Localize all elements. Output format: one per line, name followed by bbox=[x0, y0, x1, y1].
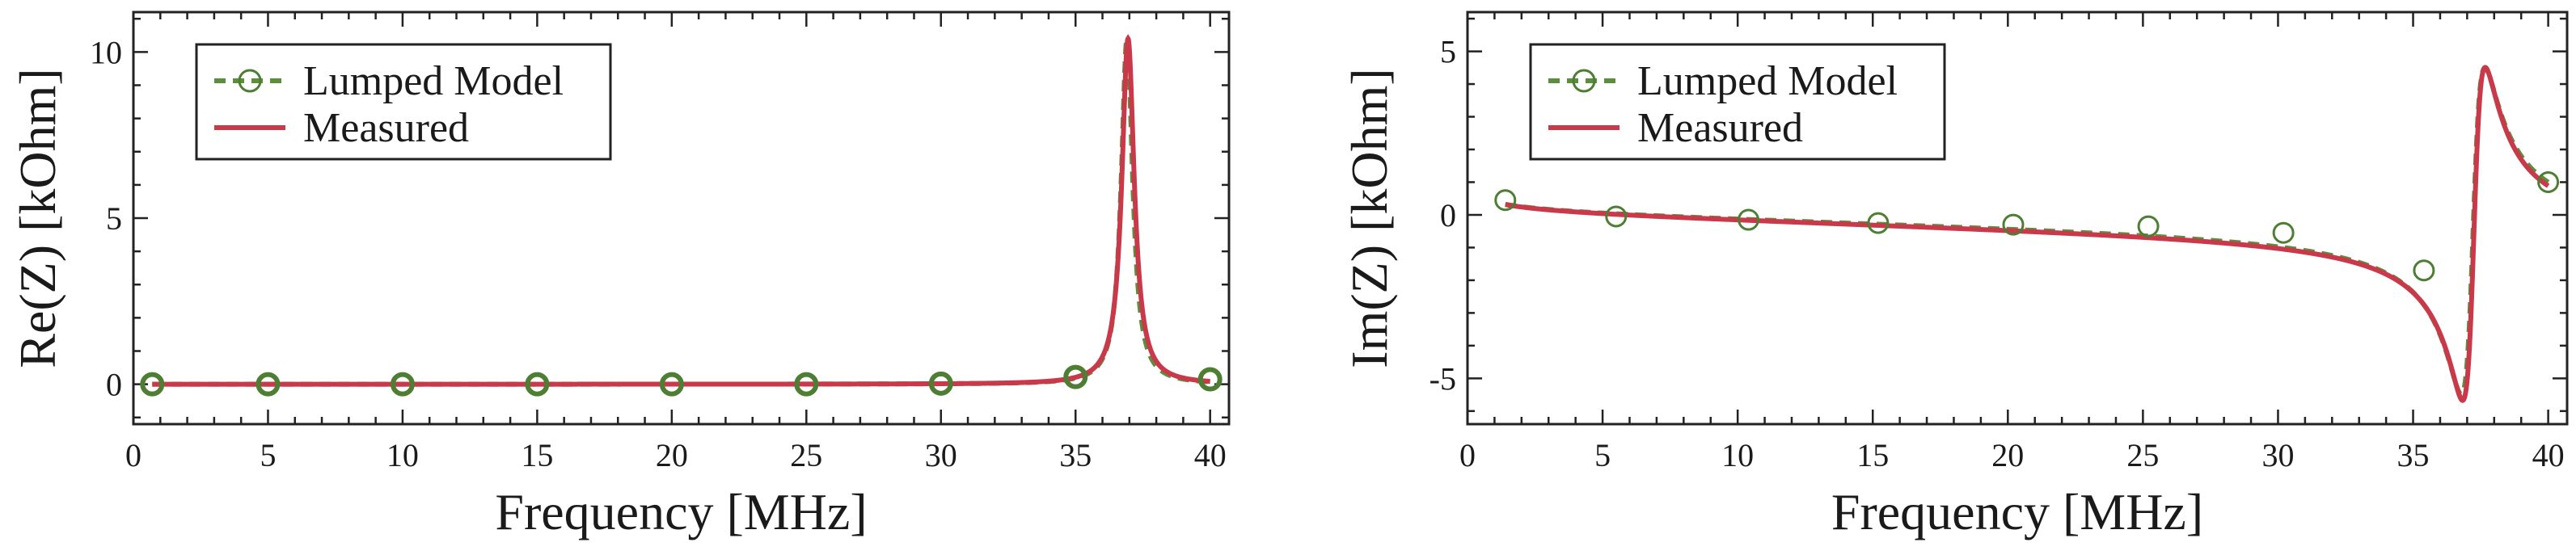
data-point-lumped-model bbox=[1494, 189, 1517, 212]
data-point-lumped-model bbox=[659, 372, 684, 397]
chart-panel-2: 0 5 10 15 20 25 30 35 40 5 0 -5 Frequency [MHz] Im(Z)… bbox=[1341, 11, 2569, 540]
y-tick-label: 0 bbox=[1440, 197, 1456, 233]
x-tick-label: 40 bbox=[2532, 437, 2565, 473]
x-tick-label: 15 bbox=[521, 437, 553, 473]
data-point-lumped-model bbox=[255, 372, 281, 397]
data-point-lumped-model bbox=[794, 372, 819, 397]
data-point-lumped-model bbox=[1738, 208, 1760, 231]
data-point-lumped-model bbox=[140, 372, 165, 397]
legend-label-lumped-model: Lumped Model bbox=[1637, 58, 1898, 104]
x-tick-label: 10 bbox=[1721, 437, 1754, 473]
plot-area bbox=[1494, 65, 2560, 403]
x-axis-label: Frequency [MHz] bbox=[495, 483, 867, 540]
data-point-lumped-model bbox=[2002, 213, 2025, 236]
x-tick-label: 40 bbox=[1194, 437, 1227, 473]
y-tick-label: 0 bbox=[106, 367, 122, 403]
x-tick-label: 0 bbox=[1459, 437, 1476, 473]
chart-panel-1: 0 5 10 15 20 25 30 35 40 0 5 10 Frequency [MHz] Re(Z)… bbox=[9, 11, 1231, 540]
x-tick-label: 5 bbox=[260, 437, 276, 473]
legend-label-lumped-model: Lumped Model bbox=[303, 58, 564, 104]
y-tick-label: 10 bbox=[90, 34, 122, 70]
plot-frame bbox=[1466, 11, 2569, 426]
series-line-measured bbox=[1505, 65, 2550, 403]
data-point-lumped-model bbox=[1605, 205, 1628, 228]
data-point-lumped-model bbox=[1063, 364, 1088, 389]
x-tick-label: 10 bbox=[386, 437, 419, 473]
legend-label-measured: Measured bbox=[1637, 105, 1803, 151]
x-tick-label: 20 bbox=[1991, 437, 2024, 473]
data-point-lumped-model bbox=[1197, 367, 1223, 392]
plot-area bbox=[140, 33, 1223, 397]
data-point-lumped-model bbox=[2537, 170, 2560, 193]
y-axis-label: Im(Z) [kOhm] bbox=[1341, 68, 1398, 368]
x-axis-label: Frequency [MHz] bbox=[1831, 483, 2203, 540]
x-tick-label: 0 bbox=[125, 437, 141, 473]
y-tick-label: 5 bbox=[1440, 34, 1456, 70]
x-tick-label: 15 bbox=[1856, 437, 1889, 473]
x-tick-label: 25 bbox=[790, 437, 822, 473]
legend-marker-lumped-model bbox=[1572, 69, 1596, 93]
legend-box bbox=[1529, 43, 1946, 161]
y-axis-label: Re(Z) [kOhm] bbox=[9, 68, 66, 368]
x-tick-label: 20 bbox=[656, 437, 688, 473]
y-tick-label: -5 bbox=[1429, 360, 1456, 397]
data-point-lumped-model bbox=[1867, 212, 1890, 234]
y-tick-label: 5 bbox=[106, 200, 122, 237]
x-tick-label: 35 bbox=[1059, 437, 1092, 473]
x-tick-label: 5 bbox=[1594, 437, 1611, 473]
legend-label-measured: Measured bbox=[303, 105, 469, 151]
legend-marker-lumped-model bbox=[238, 69, 262, 93]
data-point-lumped-model bbox=[390, 372, 415, 397]
x-tick-label: 25 bbox=[2126, 437, 2159, 473]
x-tick-label: 35 bbox=[2397, 437, 2430, 473]
data-point-lumped-model bbox=[928, 371, 953, 396]
x-tick-label: 30 bbox=[2261, 437, 2294, 473]
legend-box bbox=[195, 43, 612, 161]
x-tick-label: 30 bbox=[925, 437, 957, 473]
data-point-lumped-model bbox=[2413, 259, 2435, 282]
data-point-lumped-model bbox=[525, 372, 550, 397]
data-point-lumped-model bbox=[2272, 221, 2295, 244]
data-point-lumped-model bbox=[2137, 215, 2160, 238]
